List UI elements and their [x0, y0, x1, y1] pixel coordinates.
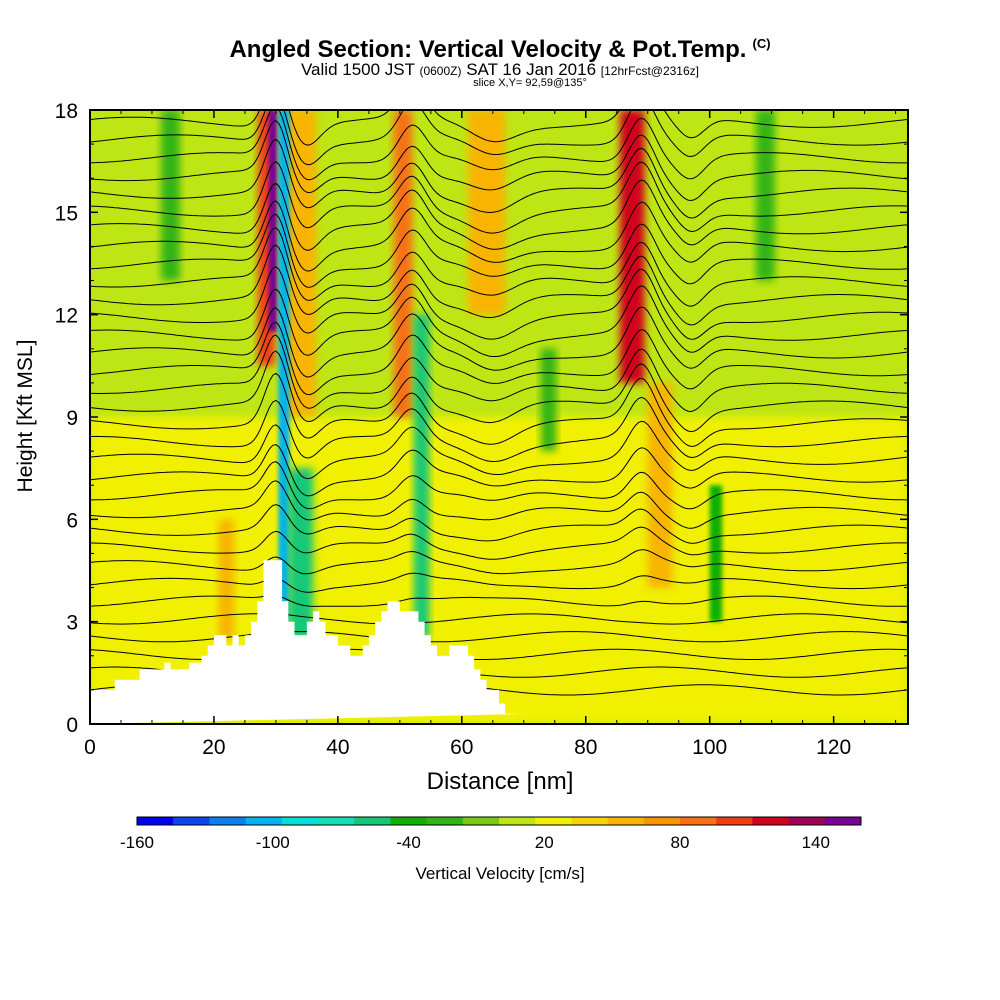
chart-title-suffix: (C) — [752, 36, 771, 51]
theta-contour-25 — [90, 350, 908, 433]
colorbar-swatch — [209, 817, 247, 825]
colorbar-swatch — [499, 817, 536, 825]
theta-contour-22 — [90, 306, 908, 378]
chart-subtitle: Valid 1500 JST (0600Z) SAT 16 Jan 2016 [… — [0, 61, 1000, 80]
colorbar-tick-label: 80 — [671, 833, 690, 852]
downdraft-band-11 — [161, 110, 180, 281]
colorbar: -160 -100 -40 20 80 140 — [120, 816, 862, 852]
y-tick-label: 15 — [55, 202, 78, 225]
colorbar-tick-label: -100 — [256, 833, 290, 852]
x-tick-label: 20 — [202, 736, 225, 759]
theta-contour-32 — [90, 504, 908, 544]
theta-contour-11 — [90, 110, 908, 181]
theta-contour-20 — [90, 266, 908, 340]
theta-contour-19 — [90, 244, 908, 326]
valid-date: SAT 16 Jan 2016 — [466, 60, 597, 79]
theta-contour-35 — [90, 572, 908, 593]
theta-contour-13 — [90, 138, 908, 219]
colorbar-swatch — [716, 817, 753, 825]
theta-contour-29 — [90, 444, 908, 497]
colorbar-swatch — [535, 817, 572, 825]
colorbar-swatch — [607, 817, 645, 825]
downdraft-band-9 — [288, 468, 314, 639]
theta-contour-33 — [90, 526, 908, 560]
y-tick-label: 0 — [66, 714, 78, 737]
theta-contour-37 — [90, 613, 908, 625]
colorbar-tick-label: -160 — [120, 833, 154, 852]
colorbar-swatch — [318, 817, 355, 825]
colorbar-swatch — [137, 817, 174, 825]
colorbar-swatch — [462, 817, 500, 825]
updraft-band-1 — [268, 110, 278, 332]
colorbar-tick-label: 20 — [535, 833, 554, 852]
y-tick-label: 6 — [66, 509, 78, 532]
x-tick-label: 80 — [574, 736, 597, 759]
y-tick-label: 3 — [66, 612, 78, 635]
colorbar-swatch — [354, 817, 391, 825]
y-tick-label: 12 — [55, 305, 78, 328]
colorbar-tick-label: -40 — [396, 833, 421, 852]
x-tick-label: 0 — [84, 736, 96, 759]
theta-contour-23 — [90, 321, 908, 396]
colorbar-swatch — [571, 817, 609, 825]
colorbar-swatch — [390, 817, 428, 825]
colorbar-swatch — [824, 817, 862, 825]
downdraft-band-13 — [709, 485, 723, 622]
theta-contour-16 — [90, 200, 908, 272]
theta-contour-30 — [90, 461, 908, 510]
colorbar-swatch — [752, 817, 790, 825]
terrain-profile — [90, 560, 530, 724]
theta-contour-17 — [90, 213, 908, 288]
theta-contour-24 — [90, 334, 908, 413]
colorbar-swatch — [788, 817, 826, 825]
y-axis-label: Height [Kft MSL] — [14, 339, 37, 493]
velocity-field — [90, 110, 908, 724]
theta-contour-27 — [90, 396, 908, 463]
theta-contour-15 — [90, 179, 908, 251]
slice-info: slice X,Y= 92,59@135° — [473, 77, 587, 89]
theta-contour-26 — [90, 372, 908, 447]
theta-contour-18 — [90, 227, 908, 307]
theta-contour-12 — [90, 120, 908, 202]
x-tick-label: 60 — [450, 736, 473, 759]
y-tick-label: 9 — [66, 407, 78, 430]
colorbar-swatch — [173, 817, 210, 825]
theta-contour-34 — [90, 549, 908, 575]
colorbar-swatch — [245, 817, 283, 825]
theta-contour-28 — [90, 420, 908, 480]
colorbar-label: Vertical Velocity [cm/s] — [415, 864, 585, 883]
x-tick-label: 120 — [816, 736, 851, 759]
axes: 0 20 40 60 80 100 120 0 3 6 9 12 15 18 — [55, 100, 908, 759]
valid-zulu: (0600Z) — [419, 64, 462, 78]
updraft-band-7 — [218, 519, 235, 639]
downdraft-band-12 — [540, 348, 557, 452]
updraft-band-4 — [619, 110, 645, 383]
theta-contour-9 — [90, 110, 908, 146]
theta-contour-31 — [90, 480, 908, 529]
colorbar-swatch — [281, 817, 319, 825]
theta-contour-21 — [90, 285, 908, 357]
x-tick-label: 100 — [692, 736, 727, 759]
valid-time: Valid 1500 JST — [300, 60, 415, 79]
updraft-band-6 — [647, 382, 673, 588]
theta-contours — [90, 110, 908, 696]
x-tick-label: 40 — [326, 736, 349, 759]
updraft-band-2 — [285, 110, 317, 417]
colorbar-swatch — [680, 817, 717, 825]
colorbar-swatch — [426, 817, 464, 825]
forecast-info: [12hrFcst@2316z] — [600, 64, 699, 78]
colorbar-tick-label: 140 — [802, 833, 830, 852]
chart-title-main: Angled Section: Vertical Velocity & Pot.… — [229, 36, 747, 63]
x-axis-label: Distance [nm] — [426, 768, 574, 795]
chart-title: Angled Section: Vertical Velocity & Pot.… — [0, 36, 1000, 64]
downdraft-band-10 — [413, 314, 430, 639]
updraft-band-3 — [393, 110, 413, 417]
theta-contour-36 — [90, 594, 908, 607]
colorbar-frame — [136, 816, 862, 826]
theta-contour-10 — [90, 110, 908, 166]
theta-contour-14 — [90, 161, 908, 234]
colorbar-swatch — [643, 817, 681, 825]
y-tick-label: 18 — [55, 100, 78, 123]
